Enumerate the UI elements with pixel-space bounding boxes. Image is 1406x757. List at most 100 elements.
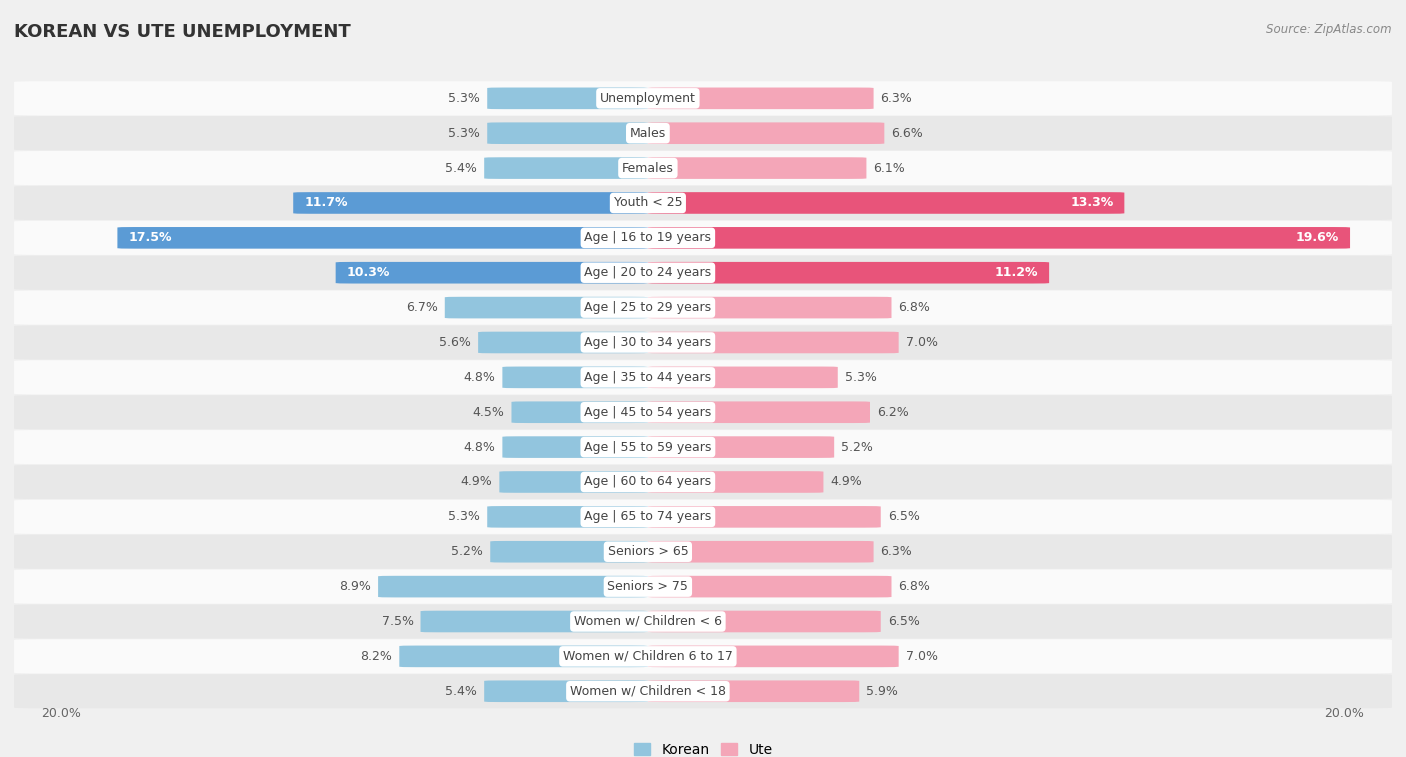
Text: 5.3%: 5.3%	[845, 371, 876, 384]
FancyBboxPatch shape	[118, 227, 648, 248]
FancyBboxPatch shape	[14, 465, 1392, 499]
Text: 5.2%: 5.2%	[451, 545, 484, 558]
Text: 4.8%: 4.8%	[464, 371, 495, 384]
Text: 7.5%: 7.5%	[381, 615, 413, 628]
Legend: Korean, Ute: Korean, Ute	[628, 737, 778, 757]
Text: 11.7%: 11.7%	[304, 197, 347, 210]
FancyBboxPatch shape	[444, 297, 648, 319]
Text: Females: Females	[621, 161, 673, 175]
FancyBboxPatch shape	[512, 401, 648, 423]
FancyBboxPatch shape	[648, 192, 1125, 213]
FancyBboxPatch shape	[14, 674, 1392, 709]
FancyBboxPatch shape	[648, 157, 866, 179]
FancyBboxPatch shape	[14, 604, 1392, 639]
FancyBboxPatch shape	[484, 681, 648, 702]
Text: Age | 30 to 34 years: Age | 30 to 34 years	[585, 336, 711, 349]
Text: 5.2%: 5.2%	[841, 441, 873, 453]
FancyBboxPatch shape	[399, 646, 648, 667]
Text: 5.6%: 5.6%	[439, 336, 471, 349]
FancyBboxPatch shape	[502, 436, 648, 458]
Text: 10.3%: 10.3%	[347, 266, 389, 279]
Text: Age | 35 to 44 years: Age | 35 to 44 years	[585, 371, 711, 384]
Text: 5.4%: 5.4%	[446, 161, 477, 175]
FancyBboxPatch shape	[14, 116, 1392, 151]
FancyBboxPatch shape	[14, 326, 1392, 360]
FancyBboxPatch shape	[648, 401, 870, 423]
FancyBboxPatch shape	[378, 576, 648, 597]
Text: 5.3%: 5.3%	[449, 126, 481, 140]
FancyBboxPatch shape	[648, 227, 1350, 248]
FancyBboxPatch shape	[14, 221, 1392, 255]
Text: Age | 65 to 74 years: Age | 65 to 74 years	[585, 510, 711, 523]
FancyBboxPatch shape	[648, 576, 891, 597]
Text: 20.0%: 20.0%	[1324, 708, 1364, 721]
FancyBboxPatch shape	[488, 88, 648, 109]
FancyBboxPatch shape	[14, 430, 1392, 464]
Text: 6.5%: 6.5%	[887, 510, 920, 523]
FancyBboxPatch shape	[484, 157, 648, 179]
FancyBboxPatch shape	[648, 366, 838, 388]
Text: 6.5%: 6.5%	[887, 615, 920, 628]
FancyBboxPatch shape	[491, 541, 648, 562]
FancyBboxPatch shape	[14, 534, 1392, 569]
Text: 4.8%: 4.8%	[464, 441, 495, 453]
FancyBboxPatch shape	[336, 262, 648, 284]
FancyBboxPatch shape	[14, 256, 1392, 290]
Text: KOREAN VS UTE UNEMPLOYMENT: KOREAN VS UTE UNEMPLOYMENT	[14, 23, 352, 41]
FancyBboxPatch shape	[14, 360, 1392, 394]
Text: 6.2%: 6.2%	[877, 406, 908, 419]
Text: Males: Males	[630, 126, 666, 140]
FancyBboxPatch shape	[648, 646, 898, 667]
FancyBboxPatch shape	[488, 123, 648, 144]
Text: 5.4%: 5.4%	[446, 685, 477, 698]
FancyBboxPatch shape	[648, 611, 880, 632]
FancyBboxPatch shape	[420, 611, 648, 632]
FancyBboxPatch shape	[294, 192, 648, 213]
Text: 19.6%: 19.6%	[1296, 232, 1339, 245]
FancyBboxPatch shape	[648, 88, 873, 109]
Text: 6.8%: 6.8%	[898, 580, 931, 593]
FancyBboxPatch shape	[648, 541, 873, 562]
FancyBboxPatch shape	[14, 395, 1392, 429]
Text: 4.9%: 4.9%	[461, 475, 492, 488]
FancyBboxPatch shape	[14, 500, 1392, 534]
Text: 7.0%: 7.0%	[905, 650, 938, 663]
Text: Seniors > 65: Seniors > 65	[607, 545, 689, 558]
Text: Women w/ Children < 18: Women w/ Children < 18	[569, 685, 725, 698]
Text: Age | 45 to 54 years: Age | 45 to 54 years	[585, 406, 711, 419]
Text: Age | 25 to 29 years: Age | 25 to 29 years	[585, 301, 711, 314]
Text: 8.2%: 8.2%	[360, 650, 392, 663]
FancyBboxPatch shape	[648, 262, 1049, 284]
FancyBboxPatch shape	[14, 151, 1392, 185]
FancyBboxPatch shape	[648, 436, 834, 458]
Text: Women w/ Children < 6: Women w/ Children < 6	[574, 615, 721, 628]
FancyBboxPatch shape	[648, 332, 898, 354]
FancyBboxPatch shape	[648, 681, 859, 702]
FancyBboxPatch shape	[14, 81, 1392, 115]
FancyBboxPatch shape	[14, 186, 1392, 220]
FancyBboxPatch shape	[488, 506, 648, 528]
Text: 6.3%: 6.3%	[880, 545, 912, 558]
Text: 8.9%: 8.9%	[339, 580, 371, 593]
Text: 6.3%: 6.3%	[880, 92, 912, 104]
Text: Source: ZipAtlas.com: Source: ZipAtlas.com	[1267, 23, 1392, 36]
Text: 13.3%: 13.3%	[1070, 197, 1114, 210]
Text: 7.0%: 7.0%	[905, 336, 938, 349]
FancyBboxPatch shape	[14, 291, 1392, 325]
Text: 4.5%: 4.5%	[472, 406, 505, 419]
Text: 6.8%: 6.8%	[898, 301, 931, 314]
Text: 5.3%: 5.3%	[449, 510, 481, 523]
Text: Seniors > 75: Seniors > 75	[607, 580, 689, 593]
Text: Age | 20 to 24 years: Age | 20 to 24 years	[585, 266, 711, 279]
FancyBboxPatch shape	[499, 471, 648, 493]
FancyBboxPatch shape	[502, 366, 648, 388]
Text: 6.6%: 6.6%	[891, 126, 922, 140]
Text: Age | 16 to 19 years: Age | 16 to 19 years	[585, 232, 711, 245]
FancyBboxPatch shape	[648, 123, 884, 144]
Text: Women w/ Children 6 to 17: Women w/ Children 6 to 17	[562, 650, 733, 663]
FancyBboxPatch shape	[478, 332, 648, 354]
FancyBboxPatch shape	[648, 471, 824, 493]
Text: 6.7%: 6.7%	[406, 301, 437, 314]
Text: 11.2%: 11.2%	[994, 266, 1038, 279]
Text: 6.1%: 6.1%	[873, 161, 905, 175]
